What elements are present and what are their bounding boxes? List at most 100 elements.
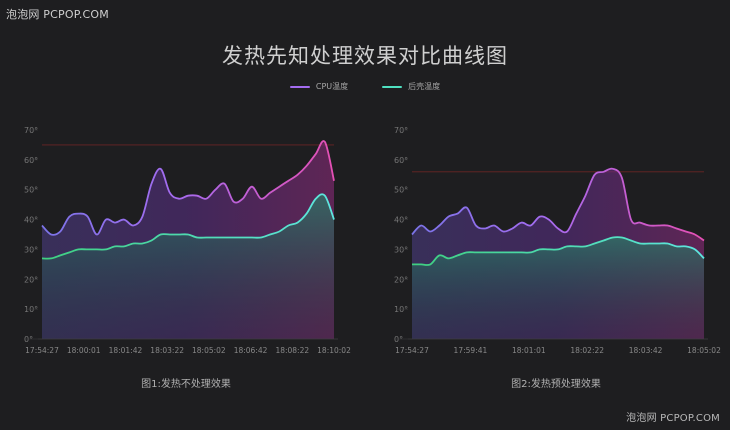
shell-line xyxy=(41,193,335,260)
cpu-point-32 xyxy=(703,240,704,241)
cpu-point-9 xyxy=(494,225,495,226)
cpu-point-31 xyxy=(694,234,695,235)
shell-point-30 xyxy=(315,198,316,199)
shell-point-16 xyxy=(557,249,558,250)
x-tick-label-4: 18:03:42 xyxy=(629,346,663,355)
cpu-point-12 xyxy=(151,183,152,184)
cpu-point-17 xyxy=(197,195,198,196)
cpu-point-25 xyxy=(640,222,641,223)
cpu-point-1 xyxy=(51,234,52,235)
cpu-point-24 xyxy=(630,219,631,220)
shell-point-23 xyxy=(251,237,252,238)
shell-point-7 xyxy=(105,249,106,250)
cpu-point-8 xyxy=(114,222,115,223)
shell-point-21 xyxy=(233,237,234,238)
shell-point-26 xyxy=(279,231,280,232)
y-tick-label-2: 20° xyxy=(24,275,38,284)
cpu-point-19 xyxy=(585,195,586,196)
cpu-point-24 xyxy=(260,198,261,199)
cpu-point-26 xyxy=(649,225,650,226)
shell-point-15 xyxy=(178,234,179,235)
cpu-line xyxy=(41,140,335,236)
shell-area xyxy=(412,237,704,339)
y-tick-label-3: 30° xyxy=(24,245,38,254)
cpu-point-22 xyxy=(612,168,613,169)
shell-point-25 xyxy=(270,234,271,235)
shell-point-2 xyxy=(430,264,431,265)
cpu-point-15 xyxy=(548,219,549,220)
shell-point-24 xyxy=(260,237,261,238)
y-tick-label-5: 50° xyxy=(394,186,408,195)
cpu-point-31 xyxy=(324,141,325,142)
chart-title: 发热先知处理效果对比曲线图 xyxy=(222,44,508,68)
cpu-point-27 xyxy=(288,180,289,181)
shell-line xyxy=(412,236,705,266)
shell-point-31 xyxy=(324,195,325,196)
shell-point-12 xyxy=(521,252,522,253)
shell-point-0 xyxy=(411,264,412,265)
shell-point-7 xyxy=(475,252,476,253)
x-tick-label-5: 18:06:42 xyxy=(234,346,268,355)
cpu-point-28 xyxy=(297,174,298,175)
legend-swatch-cpu xyxy=(289,85,310,88)
cpu-point-2 xyxy=(430,231,431,232)
x-tick-label-7: 18:10:02 xyxy=(317,346,351,355)
cpu-point-3 xyxy=(69,216,70,217)
cpu-point-7 xyxy=(105,219,106,220)
shell-point-17 xyxy=(197,237,198,238)
cpu-point-21 xyxy=(603,171,604,172)
cpu-point-14 xyxy=(539,216,540,217)
y-tick-label-4: 40° xyxy=(24,216,38,225)
x-tick-label-0: 17:54:27 xyxy=(395,346,429,355)
cpu-point-5 xyxy=(457,213,458,214)
shell-point-28 xyxy=(667,243,668,244)
shell-point-14 xyxy=(539,249,540,250)
cpu-point-29 xyxy=(676,228,677,229)
shell-point-18 xyxy=(206,237,207,238)
cpu-point-6 xyxy=(466,207,467,208)
cpu-point-23 xyxy=(621,177,622,178)
shell-point-13 xyxy=(530,252,531,253)
caption-right: 图2:发热预处理效果 xyxy=(511,379,601,390)
legend-item-cpu: CPU温度 xyxy=(289,81,349,92)
y-tick-label-4: 40° xyxy=(394,216,408,225)
cpu-point-10 xyxy=(503,231,504,232)
shell-point-1 xyxy=(421,264,422,265)
x-tick-label-6: 18:08:22 xyxy=(275,346,309,355)
y-tick-label-1: 10° xyxy=(24,305,38,314)
shell-point-32 xyxy=(703,258,704,259)
shell-point-28 xyxy=(297,222,298,223)
y-tick-label-7: 70° xyxy=(394,126,408,135)
cpu-point-15 xyxy=(178,198,179,199)
x-tick-label-2: 18:01:01 xyxy=(512,346,546,355)
shell-point-19 xyxy=(585,246,586,247)
cpu-point-18 xyxy=(206,198,207,199)
y-tick-label-7: 70° xyxy=(24,126,38,135)
shell-point-16 xyxy=(187,234,188,235)
cpu-point-21 xyxy=(233,201,234,202)
shell-point-4 xyxy=(448,258,449,259)
cpu-point-6 xyxy=(96,234,97,235)
y-tick-label-0: 0° xyxy=(394,335,403,344)
legend: CPU温度 后壳温度 xyxy=(0,81,730,92)
legend-label-shell: 后壳温度 xyxy=(408,82,441,91)
y-tick-label-3: 30° xyxy=(394,245,408,254)
shell-point-22 xyxy=(242,237,243,238)
cpu-point-7 xyxy=(475,225,476,226)
cpu-line xyxy=(411,167,705,242)
shell-point-17 xyxy=(567,246,568,247)
chart-left: 0° 10° 20° 30° 40° 50° 60° 70° 17:54:27 18:00:01 1… xyxy=(24,126,351,355)
legend-label-cpu: CPU温度 xyxy=(315,82,349,91)
shell-point-6 xyxy=(466,252,467,253)
shell-point-3 xyxy=(69,252,70,253)
y-tick-label-0: 0° xyxy=(24,335,33,344)
cpu-point-13 xyxy=(160,168,161,169)
cpu-point-20 xyxy=(224,183,225,184)
cpu-point-29 xyxy=(306,165,307,166)
cpu-point-5 xyxy=(87,216,88,217)
cpu-point-32 xyxy=(333,180,334,181)
cpu-point-30 xyxy=(315,153,316,154)
cpu-point-27 xyxy=(658,225,659,226)
shell-point-19 xyxy=(215,237,216,238)
shell-point-30 xyxy=(685,246,686,247)
